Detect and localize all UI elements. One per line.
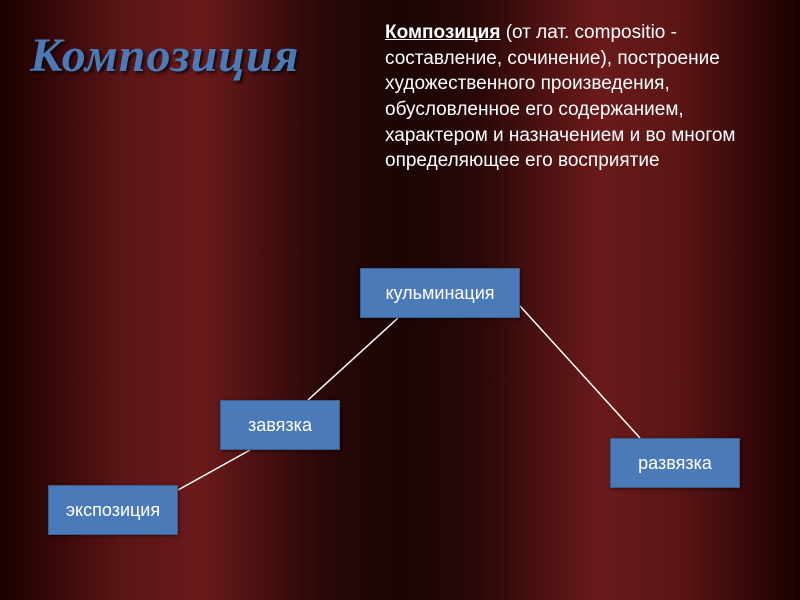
diagram-node-n4: развязка — [610, 438, 740, 488]
definition-body: (от лат. compositio - составление, сочин… — [385, 22, 736, 171]
page-title: Композиция — [30, 28, 299, 83]
diagram-edge — [520, 306, 640, 438]
diagram-node-n2: завязка — [220, 400, 340, 450]
diagram-node-n3: кульминация — [360, 268, 520, 318]
diagram-edge — [178, 450, 250, 490]
definition-block: Композиция (от лат. compositio - составл… — [385, 20, 775, 174]
diagram-edge — [308, 318, 398, 400]
diagram-node-n1: экспозиция — [48, 485, 178, 535]
definition-term: Композиция — [385, 22, 500, 43]
